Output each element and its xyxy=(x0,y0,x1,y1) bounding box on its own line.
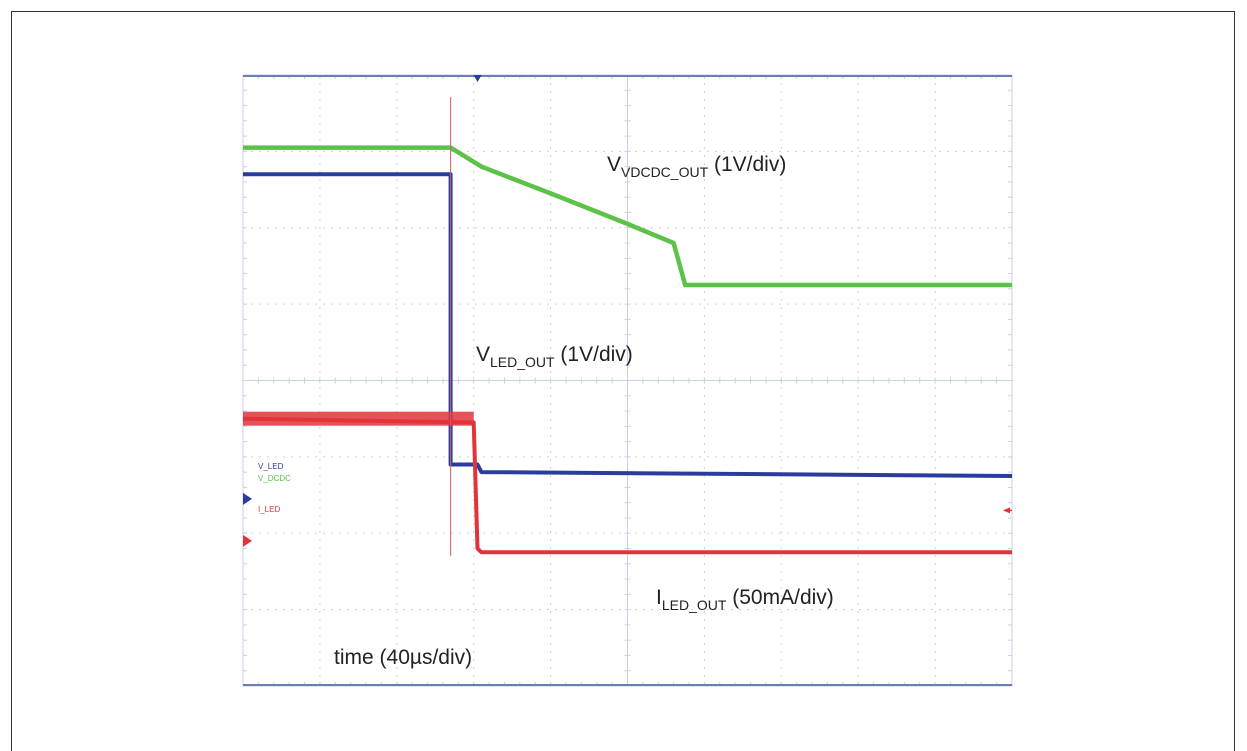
markers xyxy=(243,75,1012,557)
series-label-iled: ILED_OUT (50mA/div) xyxy=(656,586,834,613)
channel-offset-marker xyxy=(243,492,252,505)
series-label-vdcdc: VVDCDC_OUT (1V/div) xyxy=(607,153,787,180)
traces xyxy=(242,145,1013,555)
legend-entry-iled: I_LED xyxy=(258,505,281,514)
trace-v-dcdc xyxy=(243,145,1012,288)
channel-offset-marker xyxy=(243,534,252,547)
trace-v-led xyxy=(243,172,1013,478)
trace-i-led-noise-band xyxy=(243,411,474,426)
legend-entry-vled: V_LED xyxy=(258,462,284,471)
x-axis-label: time (40µs/div) xyxy=(334,646,473,669)
series-label-vled: VLED_OUT (1V/div) xyxy=(476,343,633,370)
figure-frame xyxy=(11,11,1235,751)
legend-entry-vdcdc: V_DCDC xyxy=(258,474,291,483)
trigger-position-marker xyxy=(473,75,482,82)
grid xyxy=(242,74,1013,687)
